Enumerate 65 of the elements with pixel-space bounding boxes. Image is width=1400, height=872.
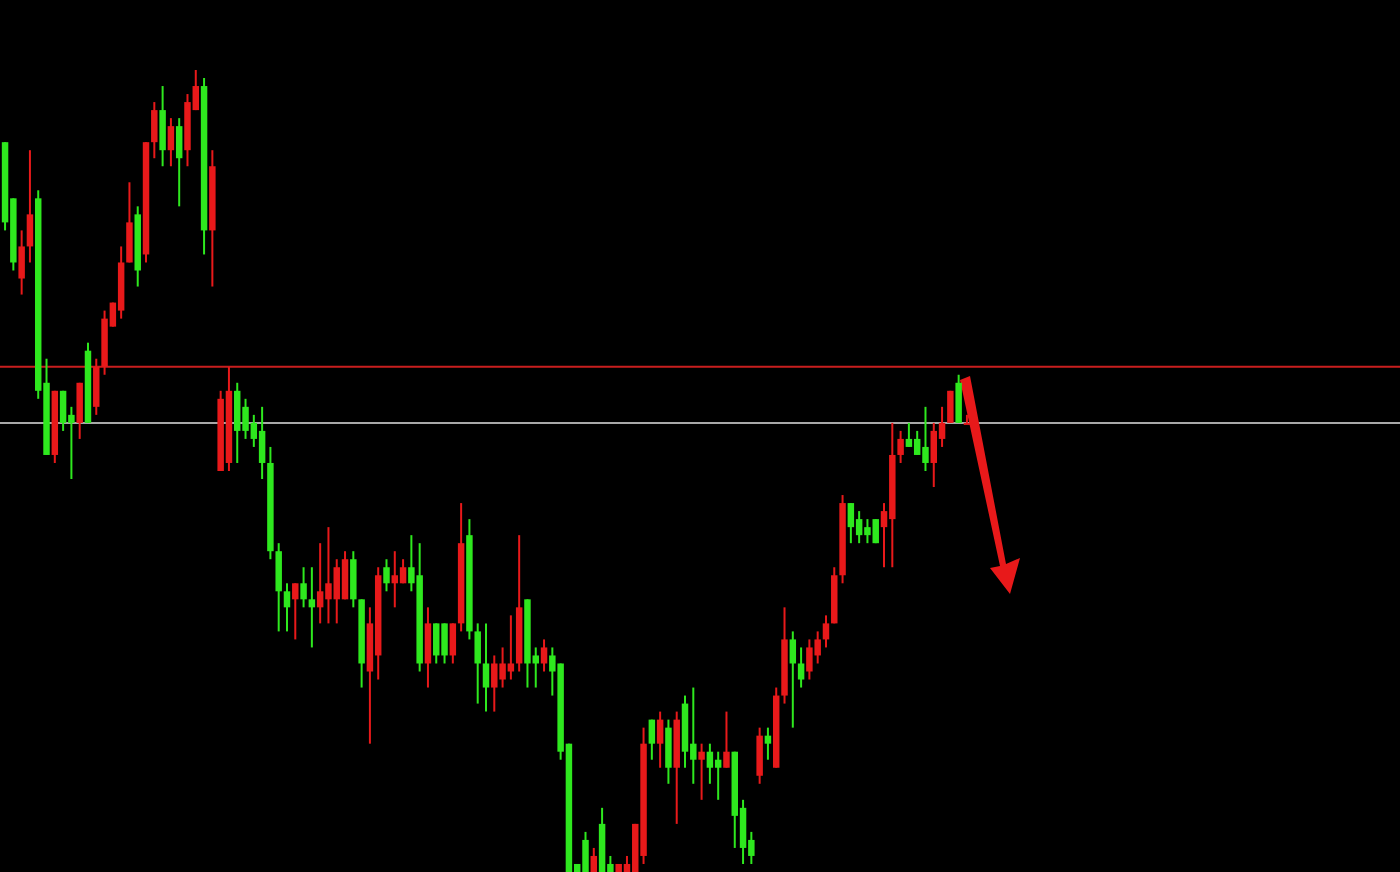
candlestick: [76, 381, 83, 440]
candlestick: [341, 550, 349, 601]
candlestick: [690, 686, 697, 785]
candlestick: [822, 614, 830, 649]
candlestick: [258, 405, 266, 481]
candlestick: [234, 381, 241, 464]
candlestick: [930, 421, 938, 489]
candlestick: [955, 373, 962, 424]
candlestick: [590, 846, 598, 872]
candlestick: [789, 630, 797, 729]
candlestick: [847, 502, 855, 545]
candlestick: [491, 654, 498, 713]
candlestick: [167, 117, 175, 168]
candlestick: [540, 638, 548, 673]
candlestick: [797, 646, 805, 689]
candlestick: [905, 421, 913, 448]
candlestick: [756, 726, 763, 785]
candlestick: [665, 718, 672, 785]
candlestick: [325, 526, 332, 625]
candlestick: [482, 622, 490, 713]
candlestick: [242, 397, 249, 440]
candlestick: [698, 742, 705, 801]
candlestick: [292, 582, 299, 641]
candlestick: [59, 389, 67, 432]
candlestick: [449, 622, 457, 665]
candlestick: [499, 646, 506, 689]
candlestick: [714, 750, 722, 801]
candlestick: [474, 622, 481, 705]
candlestick: [872, 518, 879, 545]
candlestick: [175, 117, 183, 208]
candlestick: [656, 710, 664, 769]
candlestick: [333, 558, 340, 625]
candlestick: [350, 550, 357, 609]
candlestick: [897, 429, 904, 464]
candlestick: [424, 606, 432, 689]
candlestick: [93, 357, 100, 416]
candlestick: [159, 85, 166, 168]
candlestick: [300, 566, 307, 609]
candlestick: [864, 518, 871, 545]
candlestick: [723, 710, 730, 769]
candlestick: [806, 638, 813, 681]
candlestick: [922, 405, 929, 472]
candlestick: [126, 181, 133, 264]
candlestick: [433, 622, 440, 665]
candlestick: [316, 542, 324, 625]
candlestick: [963, 413, 971, 425]
candlestick: [308, 566, 316, 649]
candlestick: [507, 614, 515, 681]
candlestick: [764, 726, 772, 761]
candlestick: [648, 718, 656, 761]
candlestick: [26, 149, 34, 264]
candlestick: [383, 558, 390, 593]
candlestick: [582, 830, 589, 872]
candlestick: [855, 510, 863, 545]
candlestick: [18, 229, 25, 296]
candlestick: [399, 558, 407, 585]
candlestick: [913, 429, 921, 456]
candlestick: [391, 550, 399, 609]
candlestick: [441, 622, 448, 665]
candlestick: [814, 630, 821, 665]
candlestick: [706, 742, 714, 785]
candlestick: [947, 389, 954, 424]
candlestick: [283, 582, 291, 633]
candlestick: [275, 542, 282, 633]
candlestick: [151, 101, 158, 160]
